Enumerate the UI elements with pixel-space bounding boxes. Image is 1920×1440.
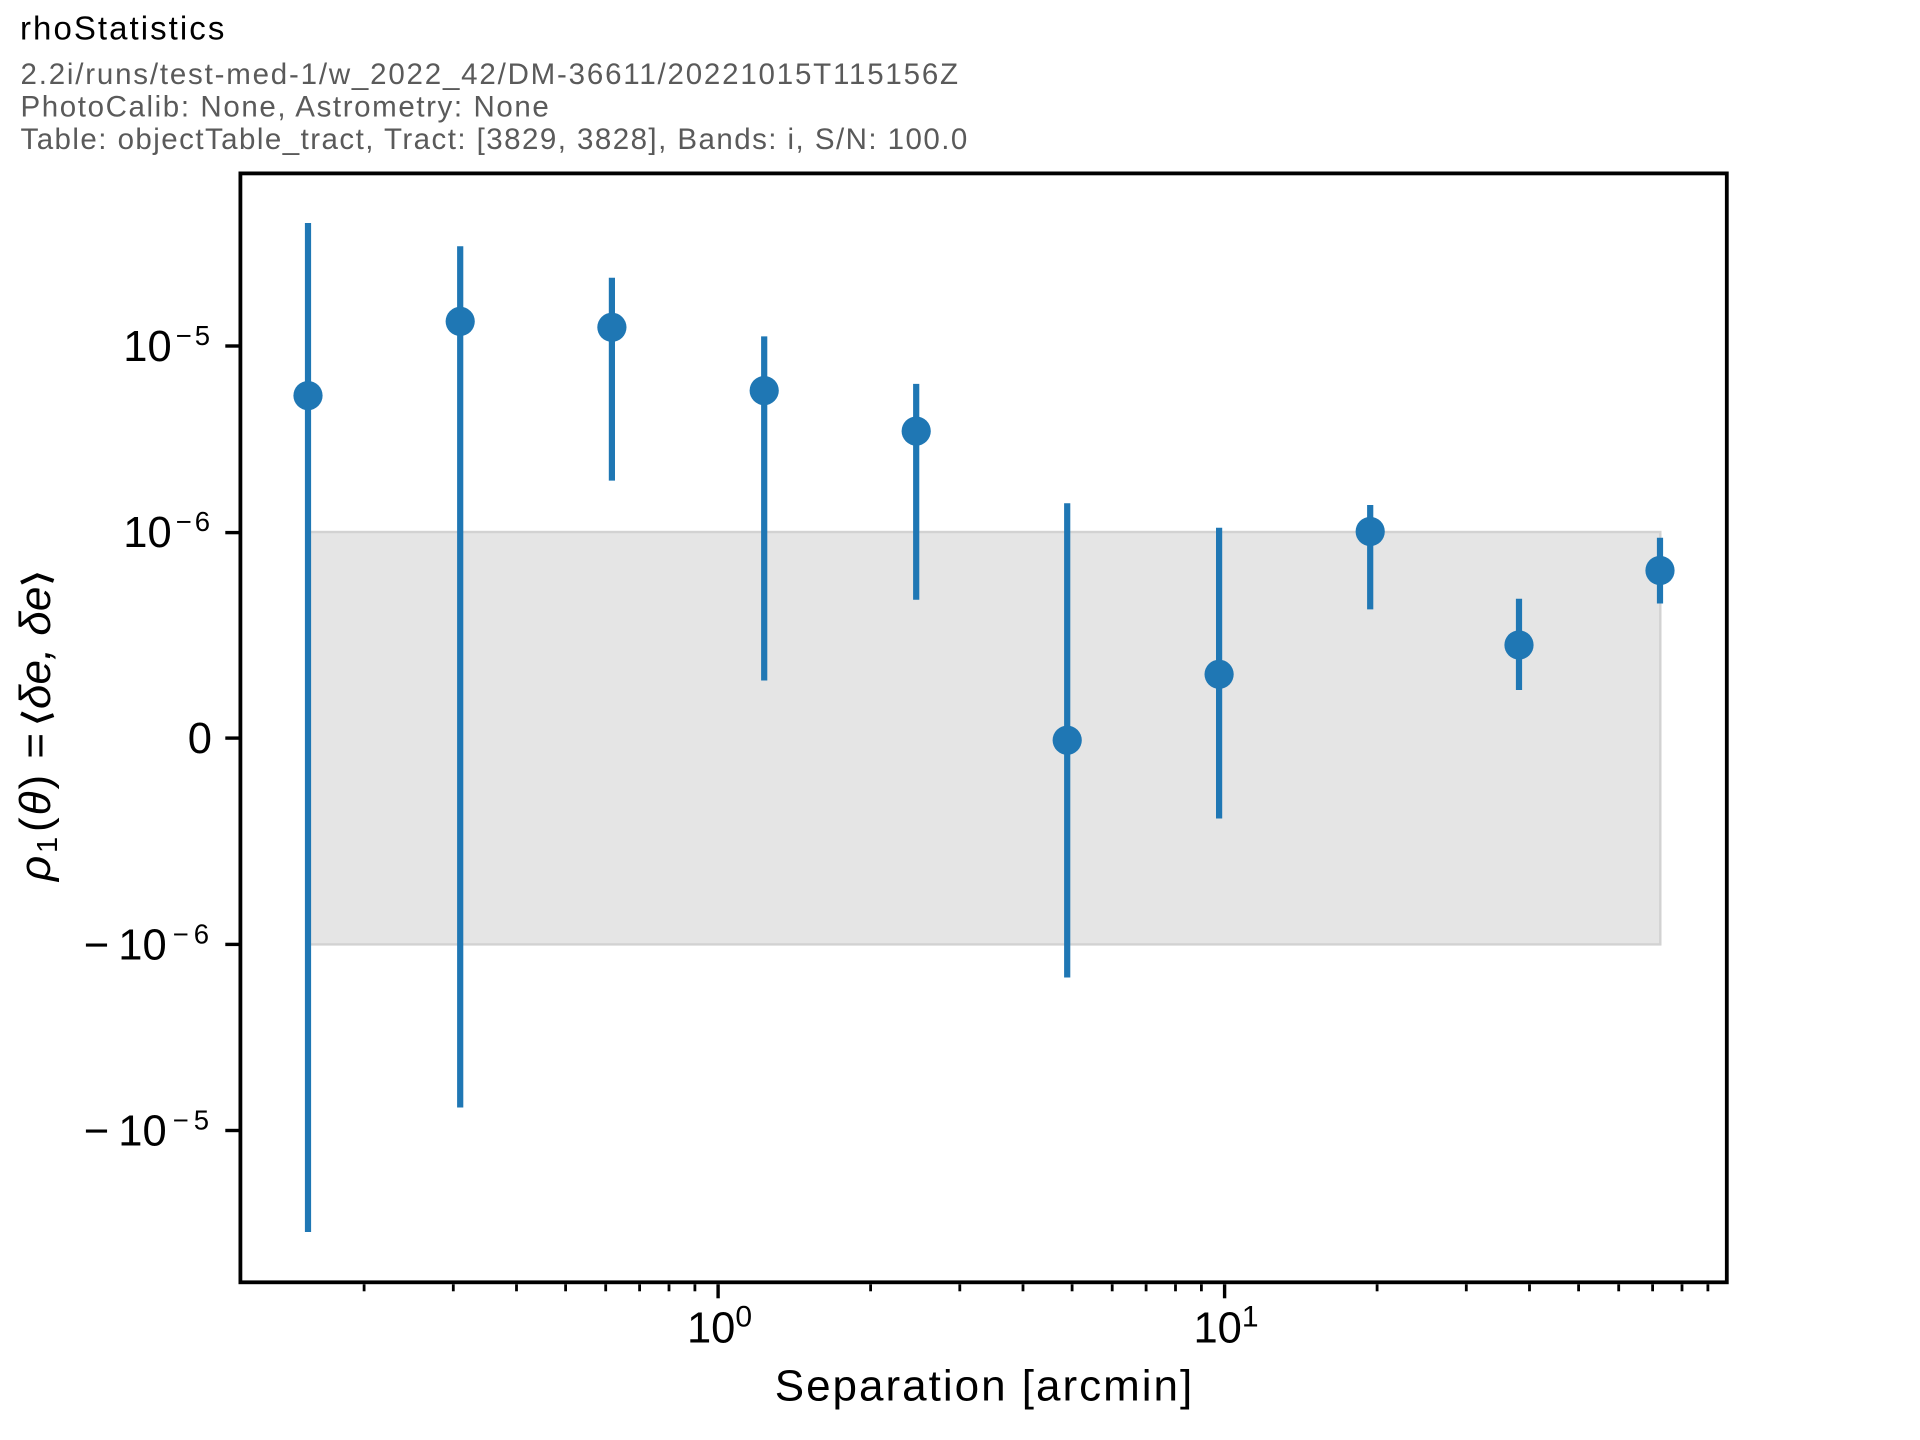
svg-text:1: 1 [32, 837, 64, 853]
svg-text:0: 0 [188, 715, 212, 763]
svg-text:PhotoCalib: None, Astrometry:: PhotoCalib: None, Astrometry: None [21, 90, 551, 123]
svg-text:−10−6: −10−6 [84, 918, 209, 969]
svg-text:δe, δe: δe, δe [11, 587, 60, 709]
svg-text:(θ) =: (θ) = [11, 731, 60, 832]
svg-text:2.2i/runs/test-med-1/w_2022_42: 2.2i/runs/test-med-1/w_2022_42/DM-36611/… [21, 58, 960, 91]
svg-text:Separation [arcmin]: Separation [arcmin] [775, 1362, 1195, 1411]
svg-text:Table: objectTable_tract, Trac: Table: objectTable_tract, Tract: [3829, … [21, 123, 969, 156]
svg-text:rhoStatistics: rhoStatistics [20, 10, 226, 47]
svg-text:ρ: ρ [11, 856, 60, 883]
